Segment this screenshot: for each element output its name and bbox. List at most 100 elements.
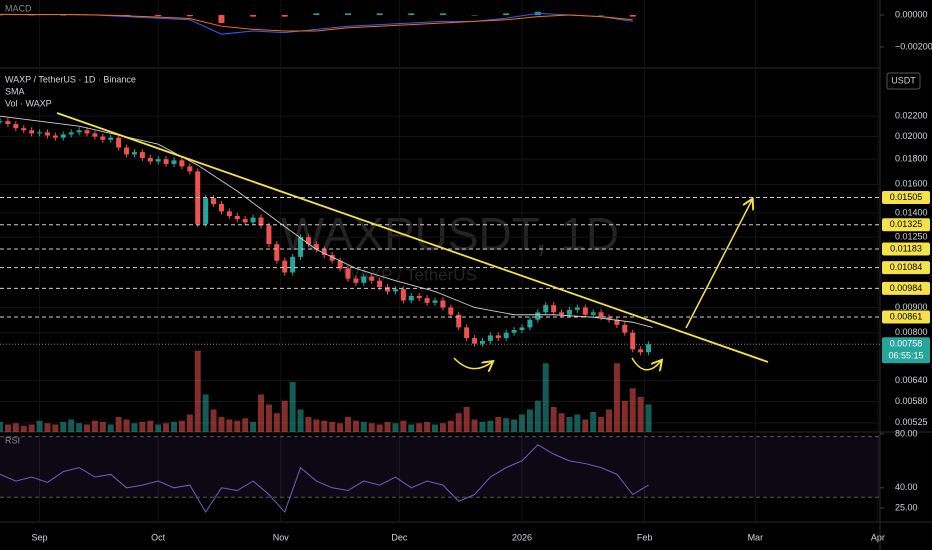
last-price: 0.00758 [890, 339, 923, 349]
volume-bar [613, 363, 620, 432]
candle [464, 327, 470, 339]
level-label: 0.01084 [890, 262, 923, 272]
level-label: 0.01505 [890, 192, 923, 202]
level-label: 0.01325 [890, 219, 923, 229]
y-tick-label: 0.00640 [895, 375, 928, 385]
candle [559, 312, 565, 315]
x-tick-label: Mar [748, 532, 764, 542]
volume-bar [645, 404, 652, 432]
volume-bar [84, 424, 90, 432]
candle [139, 152, 145, 158]
volume-bar [487, 420, 494, 432]
volume-bar [163, 423, 170, 432]
macd-hist [155, 15, 162, 17]
y-tick-label: 0.02200 [895, 111, 928, 121]
volume-bar [107, 424, 114, 432]
volume-bar [455, 413, 462, 432]
y-tick-label: 40.00 [895, 482, 918, 492]
watermark: WAXPUSDT, 1D [281, 208, 619, 260]
candle [638, 349, 644, 353]
volume-bar [234, 420, 241, 432]
candle [92, 133, 98, 137]
candle [519, 327, 525, 331]
volume-bar [479, 422, 486, 432]
candle [76, 130, 82, 133]
volume-bar [289, 382, 296, 432]
y-tick-label: 0.00000 [895, 9, 928, 19]
volume-bar [511, 419, 518, 432]
volume-bar [352, 420, 359, 432]
candle [369, 276, 375, 281]
volume-bar [416, 423, 423, 432]
macd-hist [186, 15, 193, 17]
volume-bar [495, 417, 502, 432]
macd-hist [345, 13, 351, 16]
x-tick-label: 2026 [512, 532, 532, 542]
x-tick-label: Apr [871, 532, 885, 542]
volume-bar [76, 423, 83, 432]
candle [440, 300, 446, 308]
level-tag [882, 190, 930, 204]
volume-bar [637, 397, 644, 432]
volume-bar [147, 420, 154, 432]
x-tick-label: Nov [273, 532, 290, 542]
volume-bar [321, 420, 328, 432]
candle [274, 244, 280, 261]
volume-bar [629, 388, 636, 432]
macd-hist [218, 15, 225, 23]
candle [614, 319, 620, 325]
candle [448, 307, 454, 315]
candle [187, 166, 193, 172]
candle [606, 317, 612, 320]
candle [511, 330, 517, 333]
volume-bar [60, 422, 67, 432]
volume-bar [329, 422, 336, 432]
level-tag [882, 261, 930, 275]
volume-bar [52, 424, 59, 432]
candle [37, 132, 43, 134]
y-tick-label: 0.01800 [895, 154, 928, 164]
volume-bar [305, 417, 312, 432]
macd-hist [60, 15, 67, 16]
macd-hist [439, 13, 446, 16]
candle [337, 260, 343, 269]
volume-bar [115, 417, 122, 432]
curve-arrow [631, 357, 661, 370]
candle [622, 324, 628, 333]
volume-bar [273, 413, 280, 432]
volume-bar [376, 424, 383, 432]
currency-box[interactable] [886, 72, 921, 90]
volume-bar [384, 422, 391, 432]
volume-bar [345, 417, 351, 432]
volume-bar [281, 400, 288, 432]
volume-bar [297, 409, 304, 432]
macd-hist [598, 15, 605, 16]
currency[interactable]: USDT [891, 75, 916, 85]
candle [582, 307, 588, 315]
volume-bar [194, 350, 201, 432]
candle [646, 344, 652, 353]
volume-bar [519, 414, 525, 432]
y-tick-label: 0.00800 [895, 327, 928, 337]
candle [321, 249, 327, 256]
y-tick-label: 0.02000 [895, 131, 928, 141]
volume-bar [210, 409, 217, 432]
volume-bar [202, 394, 209, 432]
rsi-line [0, 444, 649, 513]
candle [472, 338, 478, 344]
volume-bar [131, 423, 138, 432]
candle [21, 128, 27, 131]
volume-bar [400, 420, 407, 432]
y-tick-label: 80.00 [895, 428, 918, 438]
countdown: 06:55:15 [888, 351, 923, 361]
candle [116, 137, 122, 148]
candle [298, 237, 304, 257]
candle [52, 135, 58, 138]
macd-hist [376, 13, 383, 16]
volume-bar [123, 419, 130, 432]
volume-bar [550, 407, 557, 432]
y-tick-label: 0.01600 [895, 179, 928, 189]
candle [266, 225, 272, 245]
volume-bar [28, 424, 35, 432]
candle [495, 335, 501, 339]
